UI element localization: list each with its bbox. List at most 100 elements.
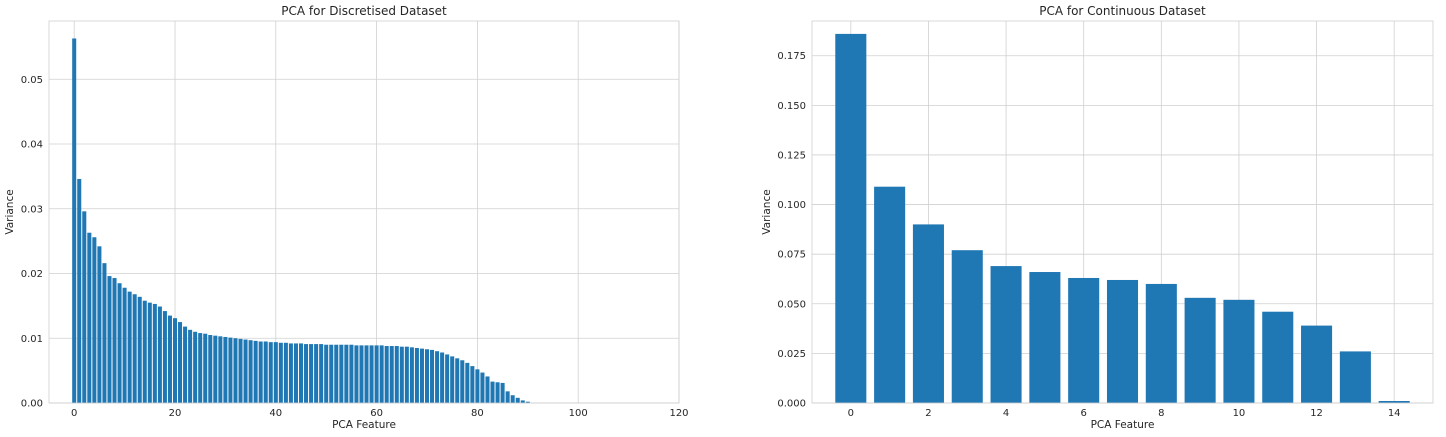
bar: [495, 382, 500, 403]
x-axis-label: PCA Feature: [1091, 419, 1155, 431]
bar: [248, 340, 253, 403]
x-tick-label: 80: [471, 408, 484, 419]
bar: [1223, 299, 1255, 403]
bar: [430, 349, 435, 403]
bar: [835, 33, 867, 403]
x-tick-label: 4: [1003, 408, 1009, 419]
bar: [92, 237, 97, 403]
bar: [379, 345, 384, 403]
bar: [319, 344, 324, 403]
bar: [440, 352, 445, 403]
bar: [500, 382, 505, 403]
bar: [127, 291, 132, 403]
bar: [82, 211, 87, 403]
x-tick-label: 10: [1233, 408, 1246, 419]
y-tick-label: 0.04: [21, 140, 43, 151]
chart-discretised: 0 20 40 60 80 100 1200.000.010.020.030.040.05 …: [4, 4, 689, 431]
x-tick-label: 6: [1081, 408, 1087, 419]
bar: [450, 356, 455, 403]
bar: [520, 400, 525, 403]
bar: [132, 294, 137, 403]
bars: [72, 38, 530, 404]
bar: [112, 278, 117, 403]
bar: [990, 266, 1022, 403]
bar: [167, 315, 172, 403]
bar: [298, 343, 304, 403]
bar: [157, 306, 162, 403]
bar: [394, 346, 399, 403]
bar: [273, 342, 278, 403]
bar: [912, 224, 944, 403]
bar: [263, 341, 268, 403]
y-tick-label: 0.02: [21, 269, 43, 280]
bar: [505, 391, 510, 403]
bar: [354, 345, 359, 403]
bar: [137, 296, 142, 403]
bar: [283, 342, 288, 403]
bar: [304, 344, 309, 403]
chart-title: PCA for Discretised Dataset: [281, 4, 447, 18]
y-tick-label: 0.05: [21, 75, 43, 86]
bar: [339, 344, 344, 403]
bar: [364, 345, 369, 403]
bar: [475, 369, 480, 403]
y-tick-label: 0.100: [777, 200, 806, 211]
bar: [1184, 297, 1216, 403]
x-tick-label: 12: [1310, 408, 1323, 419]
bar: [172, 318, 178, 403]
bar: [334, 344, 339, 403]
bar: [213, 335, 218, 403]
bar: [77, 178, 82, 403]
bar: [233, 338, 238, 403]
bar: [142, 300, 147, 403]
bar: [122, 287, 127, 403]
y-tick-label: 0.125: [777, 150, 806, 161]
bar: [314, 344, 319, 403]
bar: [288, 343, 293, 403]
x-tick-label: 0: [848, 408, 854, 419]
x-tick-label: 100: [569, 408, 588, 419]
bar: [1145, 283, 1177, 403]
bar: [253, 340, 258, 403]
bar: [152, 303, 157, 403]
bar: [324, 344, 329, 403]
y-tick-label: 0.075: [777, 250, 806, 261]
bar: [293, 343, 298, 403]
bar: [470, 366, 475, 403]
bar: [1301, 325, 1333, 403]
bar: [455, 358, 460, 403]
bar: [193, 331, 198, 403]
bar: [107, 276, 112, 403]
bar: [228, 337, 233, 403]
grid-lines: [49, 21, 680, 404]
bar: [465, 362, 470, 403]
bar: [951, 250, 983, 403]
bar: [374, 345, 379, 403]
bar: [404, 346, 409, 403]
y-tick-label: 0.01: [21, 334, 43, 345]
bar: [1339, 351, 1371, 403]
y-tick-label: 0.000: [777, 399, 806, 410]
bar: [1378, 401, 1410, 403]
bar: [525, 401, 530, 403]
bar: [515, 397, 520, 403]
plot-frame: [811, 20, 1434, 404]
bar: [510, 395, 515, 403]
bar: [278, 342, 283, 403]
bar: [389, 346, 394, 403]
plot-frame: [48, 20, 680, 404]
bar: [1068, 277, 1100, 403]
y-axis-label: Variance: [761, 189, 773, 234]
bar: [399, 346, 404, 403]
x-tick-label: 40: [269, 408, 282, 419]
chart-title: PCA for Continuous Dataset: [1039, 4, 1206, 18]
y-tick-label: 0.050: [777, 299, 806, 310]
y-tick-label: 0.03: [21, 204, 43, 215]
bar: [309, 344, 314, 403]
bar: [485, 376, 490, 403]
bar: [198, 333, 203, 403]
bar: [414, 347, 419, 403]
bar: [445, 354, 450, 403]
bar: [369, 345, 374, 403]
